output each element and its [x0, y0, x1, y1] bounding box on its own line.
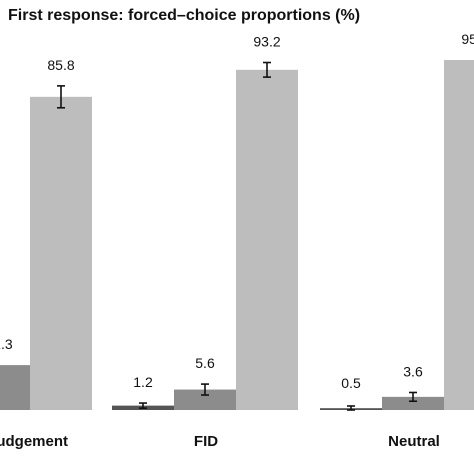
bar-judgement-3 [30, 96, 92, 410]
value-label-fid-1: 1.2 [133, 374, 153, 390]
error-bar-judgement-3 [57, 85, 65, 109]
error-bar-neutral-2 [409, 391, 417, 403]
category-label-neutral: Neutral [388, 433, 440, 450]
error-bar-neutral-1 [347, 405, 355, 411]
chart-title: First response: forced–choice proportion… [8, 7, 360, 24]
category-label-fid: FID [194, 433, 218, 450]
value-label-judgement-2: 12.3 [0, 336, 13, 352]
bar-neutral-3 [444, 59, 474, 411]
bar-judgement-2 [0, 365, 30, 410]
value-label-neutral-2: 3.6 [403, 363, 423, 379]
value-label-fid-2: 5.6 [195, 355, 215, 371]
value-label-neutral-1: 0.5 [341, 375, 361, 391]
category-label-judgement: Judgement [0, 433, 68, 450]
error-bar-fid-1 [139, 402, 147, 409]
bar-neutral-2 [382, 396, 444, 410]
bar-fid-2 [174, 389, 236, 410]
value-label-judgement-3: 85.8 [47, 57, 74, 73]
bar-fid-3 [236, 69, 298, 410]
value-labels-layer: 12.3 85.8 1.2 5.6 93.2 0.5 3.6 95.9 [0, 31, 474, 391]
bars-layer [0, 59, 474, 411]
error-bar-fid-3 [263, 61, 271, 78]
error-bars-layer [57, 61, 417, 411]
value-label-neutral-3: 95.9 [461, 31, 474, 47]
error-bar-fid-2 [201, 383, 209, 396]
value-label-fid-3: 93.2 [253, 34, 280, 50]
